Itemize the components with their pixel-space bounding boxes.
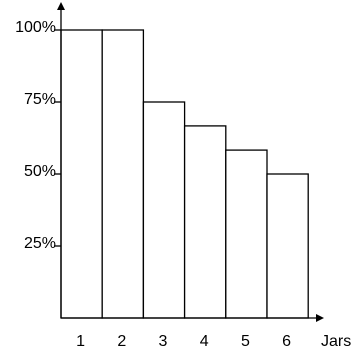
x-axis-label: Jars: [321, 333, 351, 350]
bars-group: [60, 29, 309, 319]
y-tick-label: 25%: [24, 235, 56, 252]
bar-6: [266, 173, 309, 319]
x-ticks-group: 1 2 3 4 5 6: [76, 333, 291, 350]
x-tick-label: 5: [241, 333, 250, 350]
bar-1: [60, 29, 103, 319]
x-tick-label: 1: [76, 333, 85, 350]
bar-3: [142, 101, 186, 319]
y-tick-label: 100%: [15, 19, 56, 36]
bar-5: [225, 149, 268, 319]
bar-4: [183, 125, 227, 319]
y-tick-label: 50%: [24, 163, 56, 180]
x-tick-label: 3: [159, 333, 168, 350]
x-tick-label: 4: [200, 333, 209, 350]
y-tick-label: 75%: [24, 91, 56, 108]
bar-2: [101, 29, 145, 319]
x-tick-label: 2: [117, 333, 126, 350]
y-ticks-group: 25% 50% 75% 100%: [15, 19, 61, 252]
x-tick-label: 6: [282, 333, 291, 350]
